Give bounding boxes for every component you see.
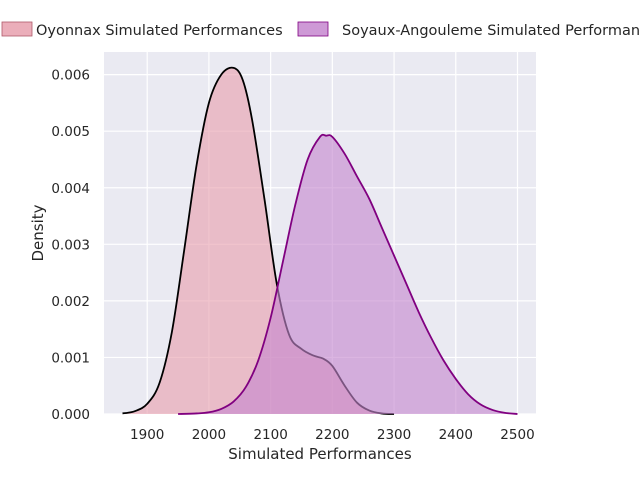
x-tick-label: 2100 [253,427,287,443]
density-area-2 [178,134,518,415]
y-axis-label: Density [29,204,47,261]
x-tick-label: 2500 [500,427,534,443]
x-axis-ticks: 1900 2000 2100 2200 2300 2400 2500 [130,427,535,443]
legend: Oyonnax Simulated Performances Soyaux-Ang… [1,21,640,39]
y-tick-label: 0.002 [51,294,90,310]
density-areas [122,66,518,415]
y-tick-label: 0.004 [51,181,90,197]
y-tick-label: 0.003 [51,237,90,253]
y-axis-ticks: 0.000 0.001 0.002 0.003 0.004 0.005 0.006 [51,68,90,423]
x-tick-label: 1900 [130,427,164,443]
y-tick-label: 0.001 [51,350,90,366]
x-tick-label: 2400 [439,427,473,443]
y-tick-label: 0.000 [51,407,90,423]
density-line-2 [178,133,518,415]
y-tick-label: 0.005 [51,124,90,140]
legend-label-2: Soyaux-Angouleme Simulated Performances [342,23,640,39]
x-axis-label: Simulated Performances [228,445,412,463]
x-tick-label: 2200 [315,427,349,443]
y-tick-label: 0.006 [51,68,90,84]
x-tick-label: 2000 [192,427,226,443]
density-area-1 [122,67,395,414]
legend-swatch-1 [1,21,33,37]
legend-label-1: Oyonnax Simulated Performances [36,23,283,39]
x-tick-label: 2300 [377,427,411,443]
legend-swatch-2 [297,21,329,37]
